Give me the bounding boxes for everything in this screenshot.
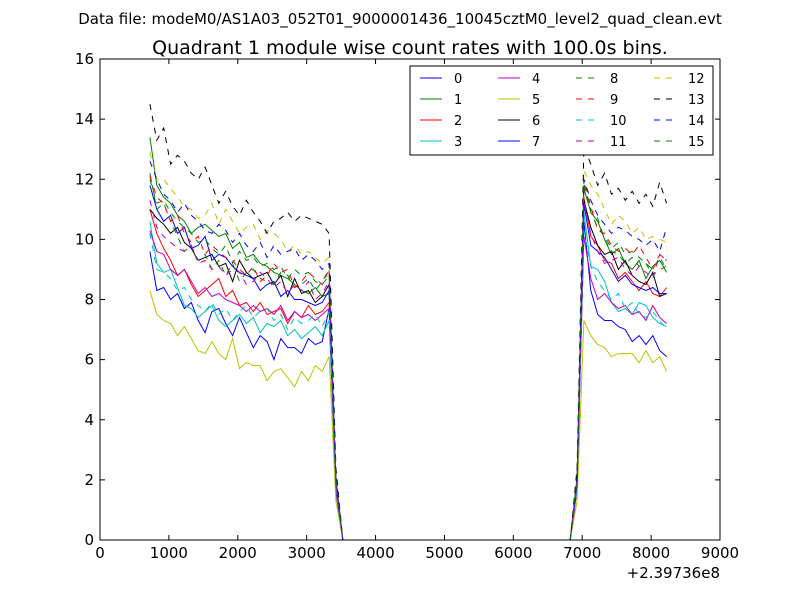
legend-label-12: 12 <box>688 72 705 87</box>
y-tick-label: 4 <box>84 411 94 429</box>
legend-label-7: 7 <box>532 135 540 150</box>
x-tick-label: 3000 <box>288 544 326 562</box>
x-tick-label: 6000 <box>494 544 532 562</box>
legend-label-0: 0 <box>454 72 462 87</box>
x-tick-label: 8000 <box>632 544 670 562</box>
y-tick-label: 6 <box>84 351 94 369</box>
legend-label-3: 3 <box>454 135 462 150</box>
figure-suptitle: Data file: modeM0/AS1A03_052T01_90000014… <box>78 10 722 29</box>
x-tick-label: 9000 <box>701 544 739 562</box>
series-layer <box>149 104 668 541</box>
legend-label-8: 8 <box>610 72 618 87</box>
legend-label-9: 9 <box>610 93 618 108</box>
x-offset-label: +2.39736e8 <box>627 564 720 582</box>
x-tick-label: 4000 <box>356 544 394 562</box>
y-tick-label: 2 <box>84 471 94 489</box>
series-line-9 <box>149 176 667 541</box>
legend-label-10: 10 <box>610 114 627 129</box>
series-line-11 <box>149 200 667 541</box>
x-tick-label: 1000 <box>150 544 188 562</box>
y-tick-label: 14 <box>75 110 94 128</box>
legend-label-1: 1 <box>454 93 462 108</box>
series-line-1 <box>149 137 668 541</box>
y-tick-label: 12 <box>75 170 94 188</box>
x-tick-label: 5000 <box>425 544 463 562</box>
legend-label-5: 5 <box>532 93 540 108</box>
legend-label-4: 4 <box>532 72 540 87</box>
legend-label-6: 6 <box>532 114 540 129</box>
legend-label-11: 11 <box>610 135 627 150</box>
x-tick-label: 7000 <box>563 544 601 562</box>
series-line-7 <box>149 185 667 541</box>
legend-box <box>409 65 714 156</box>
legend-label-15: 15 <box>688 135 705 150</box>
axis-layer: 0 1000 2000 3000 4000 5000 6000 7000 8000 9000 0 2 4… <box>75 50 739 562</box>
series-line-5 <box>149 290 668 541</box>
series-line-14 <box>149 161 668 541</box>
series-line-13 <box>149 104 668 541</box>
x-tick-label: 2000 <box>219 544 257 562</box>
legend-label-13: 13 <box>688 93 705 108</box>
series-line-3 <box>149 212 667 541</box>
series-line-2 <box>149 197 667 541</box>
x-tick-label: 0 <box>95 544 105 562</box>
legend-label-2: 2 <box>454 114 462 129</box>
series-line-12 <box>149 152 667 541</box>
y-tick-label: 8 <box>84 291 94 309</box>
chart-title: Quadrant 1 module wise count rates with … <box>152 37 668 59</box>
y-tick-label: 0 <box>84 531 94 549</box>
y-tick-label: 16 <box>75 50 94 68</box>
y-tick-label: 10 <box>75 230 94 248</box>
legend-label-14: 14 <box>688 114 705 129</box>
